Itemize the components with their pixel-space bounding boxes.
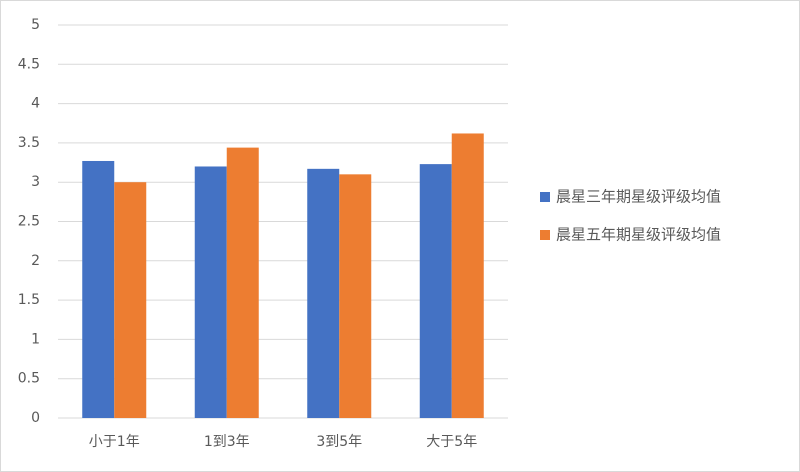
bar: [451, 133, 484, 418]
legend-swatch: [540, 230, 550, 240]
bar: [226, 147, 259, 418]
y-tick-label: 0.5: [18, 371, 40, 387]
y-tick-label: 3: [31, 174, 40, 190]
legend-swatch: [540, 192, 550, 202]
x-tick-label: 1到3年: [204, 434, 250, 450]
bar: [194, 166, 227, 418]
bar: [82, 160, 115, 418]
x-tick-label: 大于5年: [426, 434, 477, 450]
y-tick-label: 1: [31, 331, 40, 347]
legend-label: 晨星五年期星级评级均值: [556, 226, 721, 244]
x-tick-label: 3到5年: [316, 434, 362, 450]
x-tick-label: 小于1年: [89, 434, 140, 450]
bar: [114, 182, 147, 418]
y-tick-label: 4.5: [18, 56, 40, 72]
bar: [307, 168, 340, 418]
bar: [419, 164, 452, 418]
y-tick-label: 1.5: [18, 292, 40, 308]
y-tick-label: 3.5: [18, 135, 40, 151]
y-tick-label: 2: [31, 253, 40, 269]
y-tick-label: 5: [31, 17, 40, 33]
y-tick-label: 0: [31, 410, 40, 426]
bar: [339, 174, 372, 418]
y-tick-label: 2.5: [18, 214, 40, 230]
y-tick-label: 4: [31, 96, 40, 112]
legend-label: 晨星三年期星级评级均值: [556, 188, 721, 206]
